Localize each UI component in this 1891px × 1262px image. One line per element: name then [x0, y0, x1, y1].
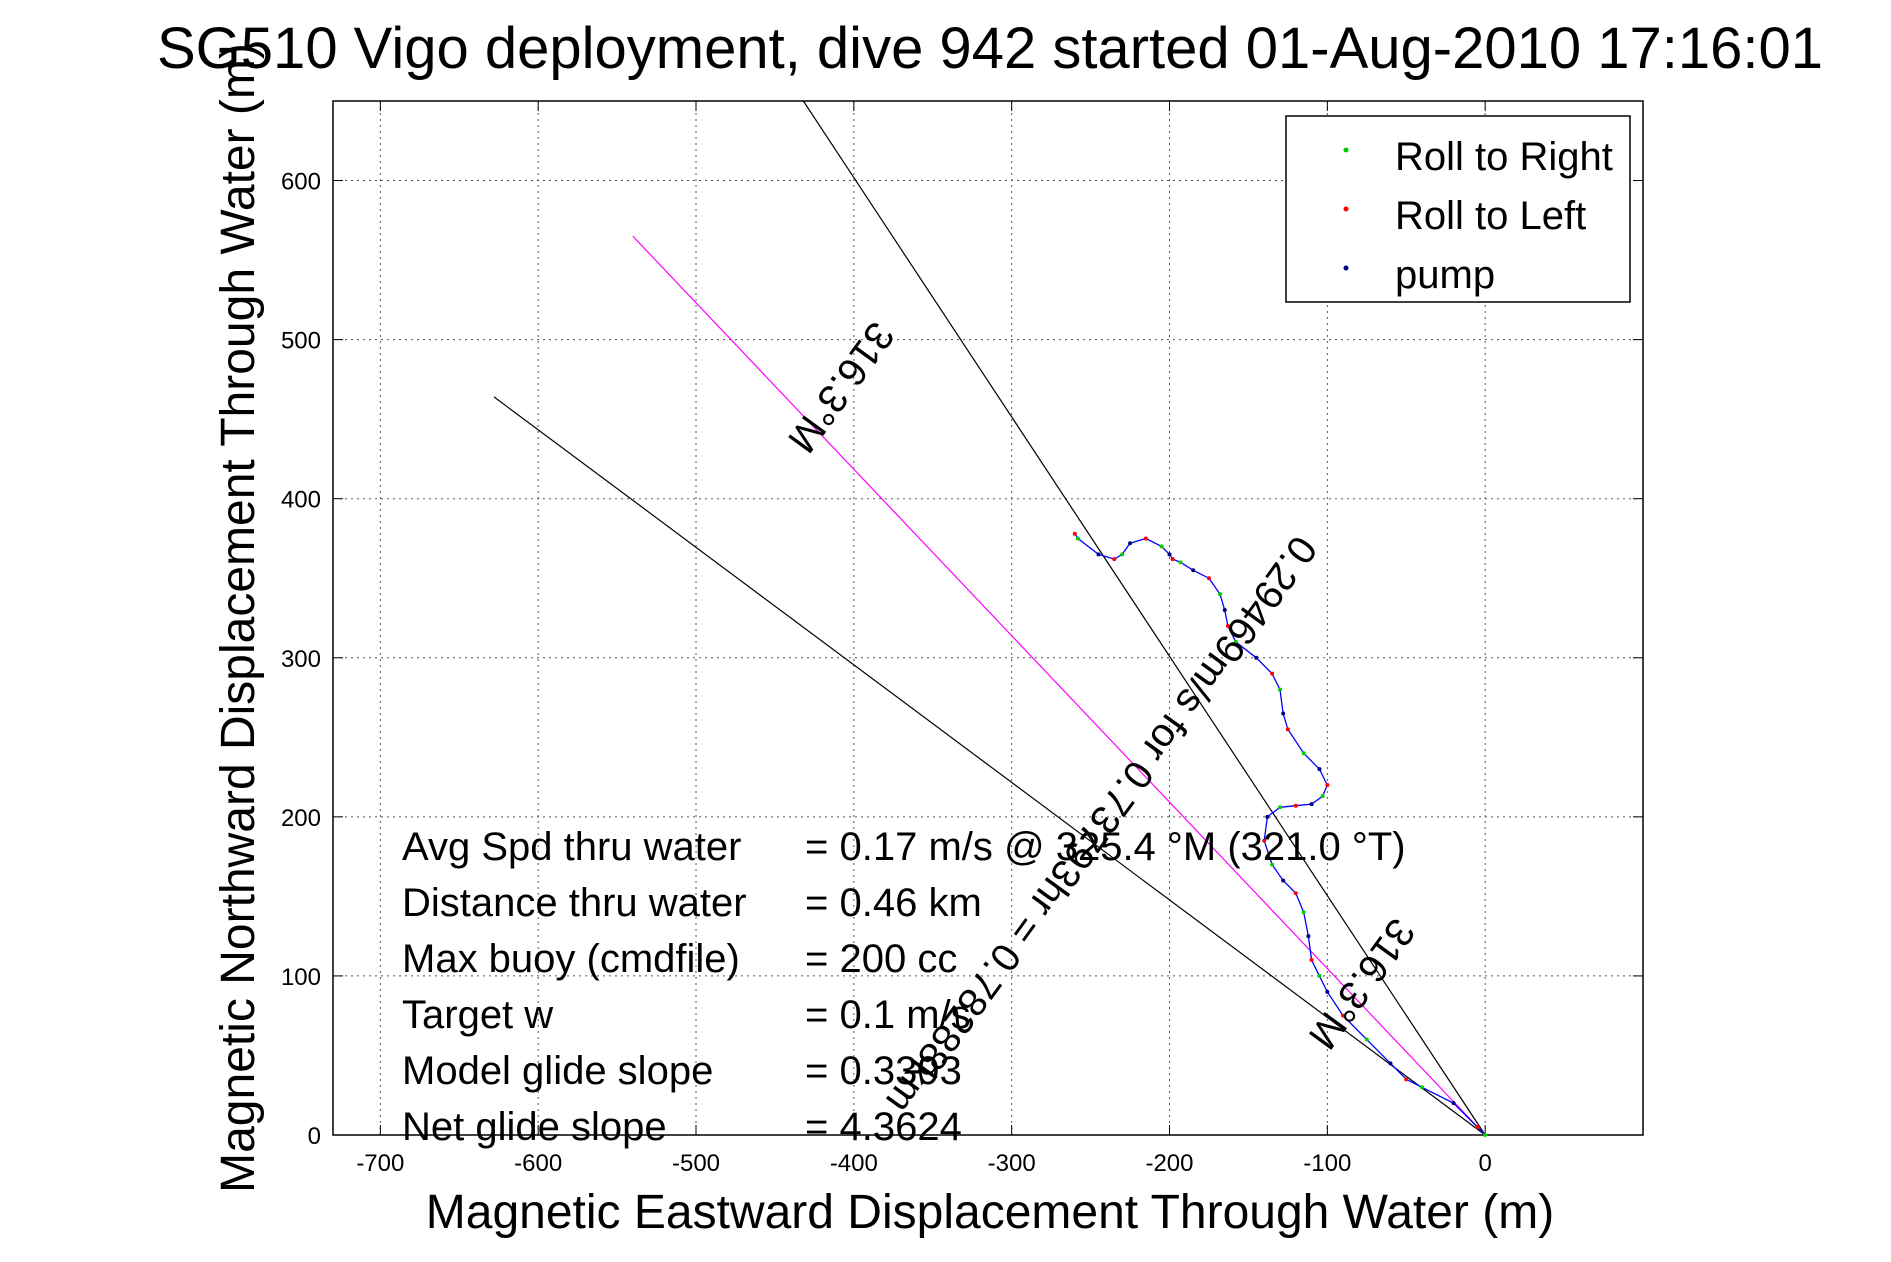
- y-tick-label: 0: [308, 1123, 321, 1150]
- legend-label-roll-right: Roll to Right: [1395, 135, 1613, 179]
- stats-block: Avg Spd thru water = 0.17 m/s @ 325.4 °M …: [402, 825, 1406, 1149]
- x-tick-label: -500: [672, 1150, 720, 1177]
- track-point: [1293, 891, 1298, 896]
- y-axis-label: Magnetic Northward Displacement Through …: [212, 43, 265, 1193]
- y-tick-label: 600: [281, 169, 321, 196]
- chart-title: SG510 Vigo deployment, dive 942 started …: [157, 16, 1823, 81]
- track-point: [1317, 973, 1322, 978]
- track-point: [1341, 1013, 1346, 1018]
- track-point: [1388, 1061, 1393, 1066]
- track-point: [1254, 655, 1259, 660]
- track-point: [1170, 557, 1175, 562]
- y-tick-label: 100: [281, 964, 321, 991]
- track-point: [1451, 1101, 1456, 1106]
- track-point: [1178, 560, 1183, 565]
- track-point: [1293, 803, 1298, 808]
- track-point: [1218, 592, 1223, 597]
- track-point: [1325, 989, 1330, 994]
- stat-value: = 0.17 m/s @ 325.4 °M (321.0 °T): [805, 825, 1406, 869]
- track-point: [1159, 544, 1164, 549]
- legend-box: [1285, 115, 1631, 303]
- track-point: [1262, 838, 1267, 843]
- track-point: [1222, 608, 1227, 613]
- stat-value: = 200 cc: [805, 937, 957, 981]
- track-point: [1206, 576, 1211, 581]
- stat-value: = 0.46 km: [805, 881, 982, 925]
- track-point: [1317, 767, 1322, 772]
- track-point: [1075, 536, 1080, 541]
- x-tick-label: -700: [356, 1150, 404, 1177]
- track-point: [1277, 687, 1282, 692]
- track-point: [1309, 802, 1314, 807]
- legend-marker-roll-right: [1343, 147, 1349, 153]
- track-point: [1112, 557, 1117, 562]
- x-tick-label: -400: [830, 1150, 878, 1177]
- track-point: [1483, 1133, 1488, 1137]
- x-tick-label: -200: [1145, 1150, 1193, 1177]
- track-point: [1325, 783, 1330, 788]
- track-point: [1233, 639, 1238, 644]
- x-tick-label: -300: [988, 1150, 1036, 1177]
- legend-marker-roll-left: [1343, 206, 1349, 212]
- stat-label: Max buoy (cmdfile): [402, 937, 740, 981]
- stat-value: = 0.3393: [805, 1049, 962, 1093]
- legend-label-roll-left: Roll to Left: [1395, 194, 1586, 238]
- track-point: [1475, 1125, 1480, 1130]
- track-point: [1306, 934, 1311, 939]
- stat-value: = 4.3624: [805, 1105, 962, 1149]
- y-tick-label: 300: [281, 646, 321, 673]
- track-point: [1320, 794, 1325, 799]
- track-point: [1096, 552, 1101, 557]
- stat-label: Model glide slope: [402, 1049, 713, 1093]
- x-axis-ticks: -700 -600 -500 -400 -300 -200 -100 0: [356, 101, 1492, 1177]
- heading-line-shallow: [493, 396, 1486, 1136]
- track-point: [1072, 531, 1077, 536]
- legend: Roll to Right Roll to Left pump: [1285, 115, 1631, 303]
- track-point: [1120, 552, 1125, 557]
- stat-label: Target w: [402, 993, 553, 1037]
- legend-label-pump: pump: [1395, 253, 1495, 297]
- stat-label: Distance thru water: [402, 881, 747, 925]
- track-point: [1265, 814, 1270, 819]
- y-tick-label: 500: [281, 328, 321, 355]
- track-point: [1309, 958, 1314, 963]
- y-tick-label: 400: [281, 487, 321, 514]
- stat-label: Net glide slope: [402, 1105, 667, 1149]
- track-point: [1281, 711, 1286, 716]
- track-point: [1270, 671, 1275, 676]
- x-axis-label: Magnetic Eastward Displacement Through W…: [426, 1186, 1554, 1239]
- track-point: [1281, 878, 1286, 883]
- x-tick-label: -100: [1303, 1150, 1351, 1177]
- track-point: [1404, 1077, 1409, 1082]
- y-tick-label: 200: [281, 805, 321, 832]
- stat-value: = 0.1 m/s: [805, 993, 971, 1037]
- legend-marker-pump: [1343, 265, 1349, 271]
- track-point: [1301, 751, 1306, 756]
- track-point: [1277, 805, 1282, 810]
- track-point: [1225, 623, 1230, 628]
- grid: [333, 101, 1643, 1135]
- heading-line-mid: [632, 235, 1486, 1136]
- y-axis-ticks: 0 100 200 300 400 500 600: [281, 169, 1643, 1150]
- track-point: [1364, 1037, 1369, 1042]
- track-point: [1270, 862, 1275, 867]
- stat-label: Avg Spd thru water: [402, 825, 741, 869]
- track: [1072, 531, 1488, 1137]
- heading-line-steep: [802, 100, 1486, 1136]
- x-tick-label: 0: [1478, 1150, 1491, 1177]
- track-point: [1143, 536, 1148, 541]
- track-point: [1167, 552, 1172, 557]
- x-tick-label: -600: [514, 1150, 562, 1177]
- track-point: [1420, 1085, 1425, 1090]
- track-point: [1285, 727, 1290, 732]
- track-point: [1191, 568, 1196, 573]
- reference-lines: [493, 100, 1486, 1136]
- track-point: [1128, 541, 1133, 546]
- track-point: [1301, 910, 1306, 915]
